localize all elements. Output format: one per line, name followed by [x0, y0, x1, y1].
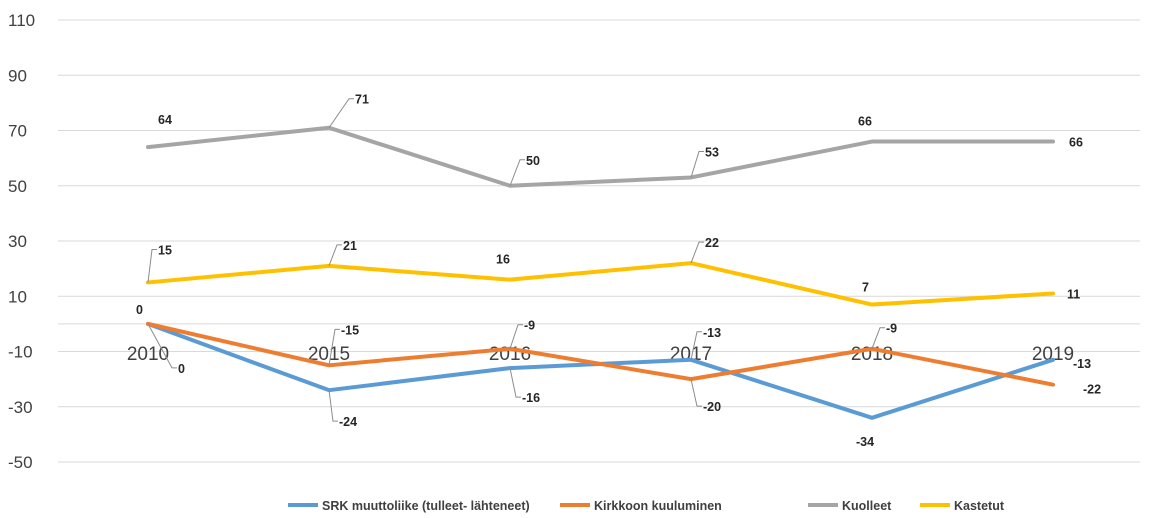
label-leader-line: [509, 324, 523, 349]
legend-label: SRK muuttoliike (tulleet- lähteneet): [322, 499, 530, 513]
label-leader-line: [690, 241, 704, 264]
label-leader-line: [147, 248, 157, 283]
gridlines: [58, 19, 1140, 463]
legend: SRK muuttoliike (tulleet- lähteneet) Kirk…: [288, 499, 1005, 513]
data-label: 64: [158, 113, 172, 127]
y-axis-ticks: 110 90 70 50 30 10 -10 -30 -50: [8, 11, 35, 472]
data-label: 66: [1069, 136, 1083, 150]
data-label: 21: [343, 239, 357, 253]
label-leader-line: [328, 244, 342, 267]
label-leader-line: [690, 379, 702, 407]
data-label: 15: [158, 243, 172, 257]
series-line: [146, 321, 1055, 420]
data-label: -15: [341, 323, 359, 337]
data-label: 71: [355, 93, 369, 107]
data-label: 16: [496, 253, 510, 267]
label-leader-line: [509, 159, 525, 186]
y-tick-label: 110: [8, 11, 35, 30]
data-label: 66: [858, 115, 872, 129]
data-label: -9: [524, 319, 535, 333]
data-label: -9: [886, 322, 897, 336]
data-label: 50: [526, 154, 540, 168]
x-tick-label: 2010: [127, 344, 169, 365]
label-leader-line: [328, 328, 340, 366]
label-leader-line: [690, 331, 702, 360]
y-tick-label: 90: [8, 66, 27, 85]
data-label: -16: [522, 391, 540, 405]
data-label: 0: [178, 362, 185, 376]
data-label: 53: [705, 145, 719, 159]
data-label: -13: [703, 326, 721, 340]
y-tick-label: -50: [8, 453, 33, 472]
series-lines: [146, 125, 1055, 420]
y-tick-label: -10: [8, 343, 33, 362]
label-leader-line: [328, 390, 338, 422]
data-label: 0: [136, 303, 143, 317]
data-label: -13: [1073, 357, 1091, 371]
label-leader-line: [690, 150, 704, 178]
y-tick-label: -30: [8, 398, 33, 417]
data-label: -34: [856, 435, 874, 449]
y-tick-label: 50: [8, 177, 27, 196]
label-leader-line: [147, 323, 177, 369]
x-tick-label: 2015: [308, 344, 350, 365]
series-line: [146, 321, 1055, 387]
y-tick-label: 70: [8, 122, 27, 141]
series-line: [146, 125, 1055, 188]
data-label: 22: [705, 236, 719, 250]
legend-label: Kirkkoon kuuluminen: [594, 499, 722, 513]
y-tick-label: 30: [8, 232, 27, 251]
data-label: 7: [862, 281, 869, 295]
label-leader-line: [509, 367, 521, 398]
x-tick-label: 2019: [1032, 344, 1074, 365]
label-leader-line: [871, 327, 885, 349]
legend-label: Kastetut: [954, 499, 1005, 513]
data-label: -24: [339, 415, 357, 429]
label-leader-line: [328, 98, 354, 129]
y-tick-label: 10: [8, 287, 27, 306]
data-labels: 0 -24 -16 -13 -34 -13 0 -15 -9 -20 -9 -22 64 71 50 53 66…: [136, 93, 1101, 449]
series-line: [146, 261, 1055, 307]
data-label: -20: [703, 400, 721, 414]
data-label: 11: [1067, 287, 1080, 301]
data-label: -22: [1083, 383, 1101, 397]
legend-label: Kuolleet: [842, 499, 892, 513]
